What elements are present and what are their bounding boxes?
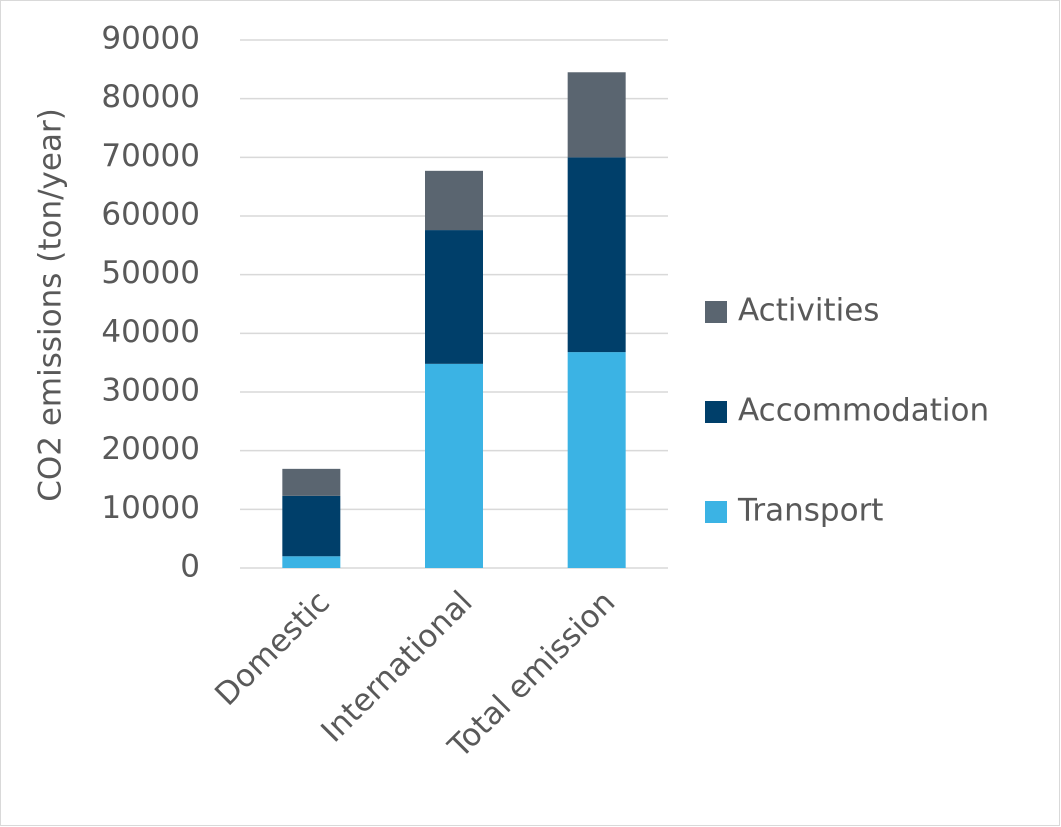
y-tick-label: 80000 (101, 79, 200, 115)
legend-label: Accommodation (738, 393, 989, 429)
legend-swatch (705, 301, 727, 323)
legend-swatch (705, 401, 727, 423)
legend-label: Activities (738, 293, 879, 329)
bar-segment (282, 495, 341, 557)
y-tick-label: 30000 (101, 373, 200, 409)
y-tick-label: 20000 (101, 431, 200, 467)
bar-segment (567, 352, 626, 568)
bar-segment (425, 363, 483, 568)
bar-segment (567, 157, 626, 353)
y-tick-label: 40000 (101, 314, 200, 350)
bar-segment (282, 468, 341, 496)
y-tick-label: 60000 (101, 197, 200, 233)
bar-segment (567, 72, 626, 158)
bar-segment (282, 556, 341, 568)
y-tick-label: 0 (180, 549, 200, 585)
bar-segment (425, 170, 483, 231)
y-tick-label: 10000 (101, 490, 200, 526)
y-axis-label: CO2 emissions (ton/year) (33, 108, 69, 502)
y-tick-label: 70000 (101, 138, 200, 174)
bar-segment (425, 230, 483, 364)
legend-swatch (705, 501, 727, 523)
legend-label: Transport (737, 493, 883, 529)
y-tick-label: 50000 (101, 255, 200, 291)
y-tick-label: 90000 (101, 21, 200, 57)
